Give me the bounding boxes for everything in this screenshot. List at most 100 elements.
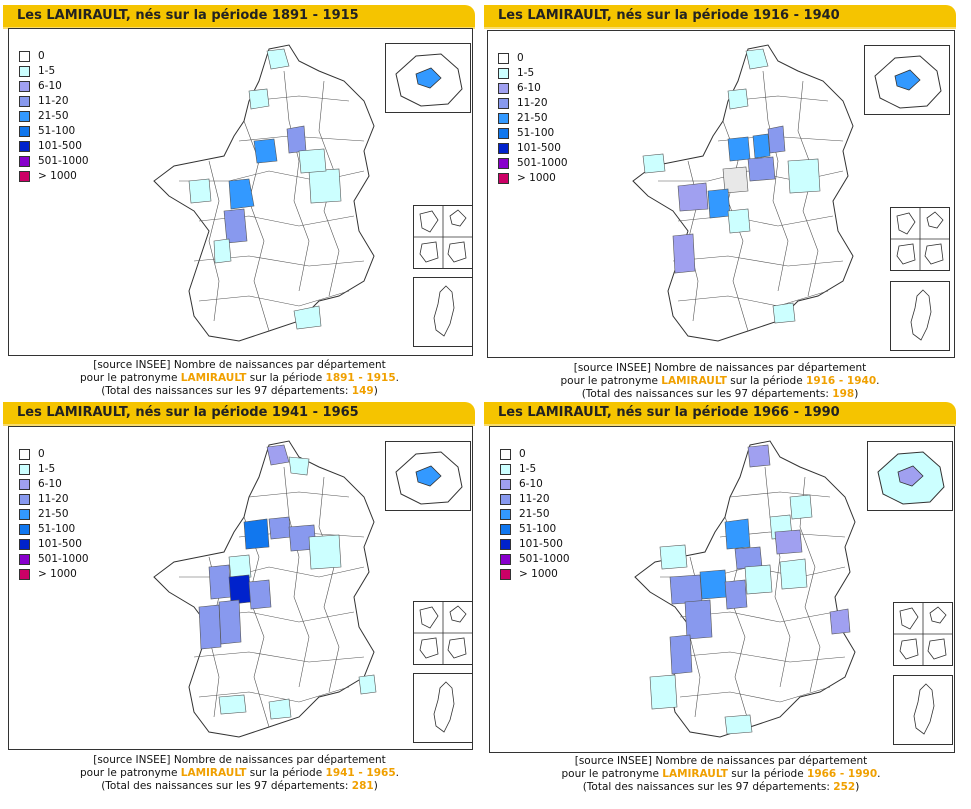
legend-swatch xyxy=(498,113,509,124)
dom-inset-map xyxy=(414,602,472,664)
legend-swatch xyxy=(500,494,511,505)
paris-inset-map xyxy=(395,451,463,505)
legend-swatch xyxy=(500,539,511,550)
france-map xyxy=(634,440,856,738)
legend-item: 11-20 xyxy=(498,96,568,111)
legend-swatch xyxy=(19,81,30,92)
inset-dom xyxy=(413,601,473,665)
legend-item: 101-500 xyxy=(500,537,570,552)
legend-item: 6-10 xyxy=(500,477,570,492)
panel-header-bg xyxy=(484,5,956,27)
legend-swatch xyxy=(19,171,30,182)
legend-item: > 1000 xyxy=(498,171,568,186)
legend-item: 0 xyxy=(498,51,568,66)
map-frame: 0 1-5 6-10 11-20 21-50 51-100 101-500 50… xyxy=(8,426,473,750)
legend-item: 51-100 xyxy=(19,124,89,139)
paris-inset-map xyxy=(874,55,942,109)
source-caption: [source INSEE] Nombre de naissances par … xyxy=(561,755,881,793)
inset-paris xyxy=(385,441,471,511)
legend-swatch xyxy=(500,509,511,520)
france-map xyxy=(632,44,854,342)
inset-corsica xyxy=(890,281,950,351)
legend-item: 21-50 xyxy=(500,507,570,522)
france-map xyxy=(153,440,377,738)
dom-inset-map xyxy=(894,603,952,665)
dom-inset-map xyxy=(414,206,472,268)
legend-swatch xyxy=(19,494,30,505)
source-caption: [source INSEE] Nombre de naissances par … xyxy=(80,754,399,792)
legend-item: 6-10 xyxy=(498,81,568,96)
inset-dom xyxy=(890,207,950,271)
panel-header-stripe xyxy=(3,424,475,426)
legend-swatch xyxy=(19,51,30,62)
panel-header-bg xyxy=(3,5,475,27)
map-frame: 0 1-5 6-10 11-20 21-50 51-100 101-500 50… xyxy=(487,30,955,358)
paris-inset-map xyxy=(877,451,945,505)
inset-dom xyxy=(413,205,473,269)
legend-swatch xyxy=(498,98,509,109)
legend-item: 501-1000 xyxy=(19,552,89,567)
legend-swatch xyxy=(19,524,30,535)
legend: 0 1-5 6-10 11-20 21-50 51-100 101-500 50… xyxy=(19,447,89,582)
legend-item: 11-20 xyxy=(19,94,89,109)
inset-corsica xyxy=(413,673,473,743)
legend: 0 1-5 6-10 11-20 21-50 51-100 101-500 50… xyxy=(498,51,568,186)
map-frame: 0 1-5 6-10 11-20 21-50 51-100 101-500 50… xyxy=(489,426,955,753)
legend-item: 11-20 xyxy=(19,492,89,507)
inset-paris xyxy=(867,441,953,511)
legend-swatch xyxy=(498,158,509,169)
legend-item: 1-5 xyxy=(500,462,570,477)
legend-swatch xyxy=(498,173,509,184)
legend-item: 6-10 xyxy=(19,477,89,492)
legend-swatch xyxy=(19,479,30,490)
panel-title: Les LAMIRAULT, nés sur la période 1941 -… xyxy=(17,405,359,420)
legend-item: 501-1000 xyxy=(500,552,570,567)
panel-header-stripe xyxy=(484,424,956,426)
legend-item: > 1000 xyxy=(19,567,89,582)
legend-item: 21-50 xyxy=(19,507,89,522)
inset-corsica xyxy=(413,277,473,347)
panel-header-bg xyxy=(3,402,475,424)
legend-swatch xyxy=(500,449,511,460)
legend-item: 0 xyxy=(19,49,89,64)
inset-paris xyxy=(385,43,471,113)
legend-swatch xyxy=(19,539,30,550)
legend-swatch xyxy=(500,569,511,580)
corsica-inset-map xyxy=(910,289,932,341)
legend-swatch xyxy=(19,141,30,152)
source-caption: [source INSEE] Nombre de naissances par … xyxy=(560,362,880,400)
legend: 0 1-5 6-10 11-20 21-50 51-100 101-500 50… xyxy=(19,49,89,184)
source-caption: [source INSEE] Nombre de naissances par … xyxy=(80,359,399,397)
legend-item: > 1000 xyxy=(19,169,89,184)
legend-swatch xyxy=(498,68,509,79)
inset-paris xyxy=(864,45,950,115)
legend-item: 51-100 xyxy=(19,522,89,537)
legend-swatch xyxy=(498,128,509,139)
legend-swatch xyxy=(19,66,30,77)
legend-swatch xyxy=(498,83,509,94)
legend-item: 21-50 xyxy=(19,109,89,124)
legend-item: 11-20 xyxy=(500,492,570,507)
legend-swatch xyxy=(498,53,509,64)
legend-swatch xyxy=(500,479,511,490)
legend-swatch xyxy=(19,156,30,167)
legend-item: 1-5 xyxy=(19,64,89,79)
legend-item: 0 xyxy=(500,447,570,462)
panel-header-bg xyxy=(484,402,956,424)
france-map xyxy=(153,44,375,342)
legend-item: 1-5 xyxy=(19,462,89,477)
corsica-inset-map xyxy=(433,285,455,337)
legend-swatch xyxy=(19,569,30,580)
legend-swatch xyxy=(19,554,30,565)
legend-swatch xyxy=(500,524,511,535)
legend-swatch xyxy=(500,554,511,565)
legend-item: 101-500 xyxy=(19,139,89,154)
legend-swatch xyxy=(19,126,30,137)
panel-title: Les LAMIRAULT, nés sur la période 1966 -… xyxy=(498,405,840,420)
panel-title: Les LAMIRAULT, nés sur la période 1891 -… xyxy=(17,8,359,23)
legend-item: 0 xyxy=(19,447,89,462)
legend-swatch xyxy=(19,111,30,122)
panel-title: Les LAMIRAULT, nés sur la période 1916 -… xyxy=(498,8,840,23)
legend-item: 501-1000 xyxy=(19,154,89,169)
legend-item: > 1000 xyxy=(500,567,570,582)
